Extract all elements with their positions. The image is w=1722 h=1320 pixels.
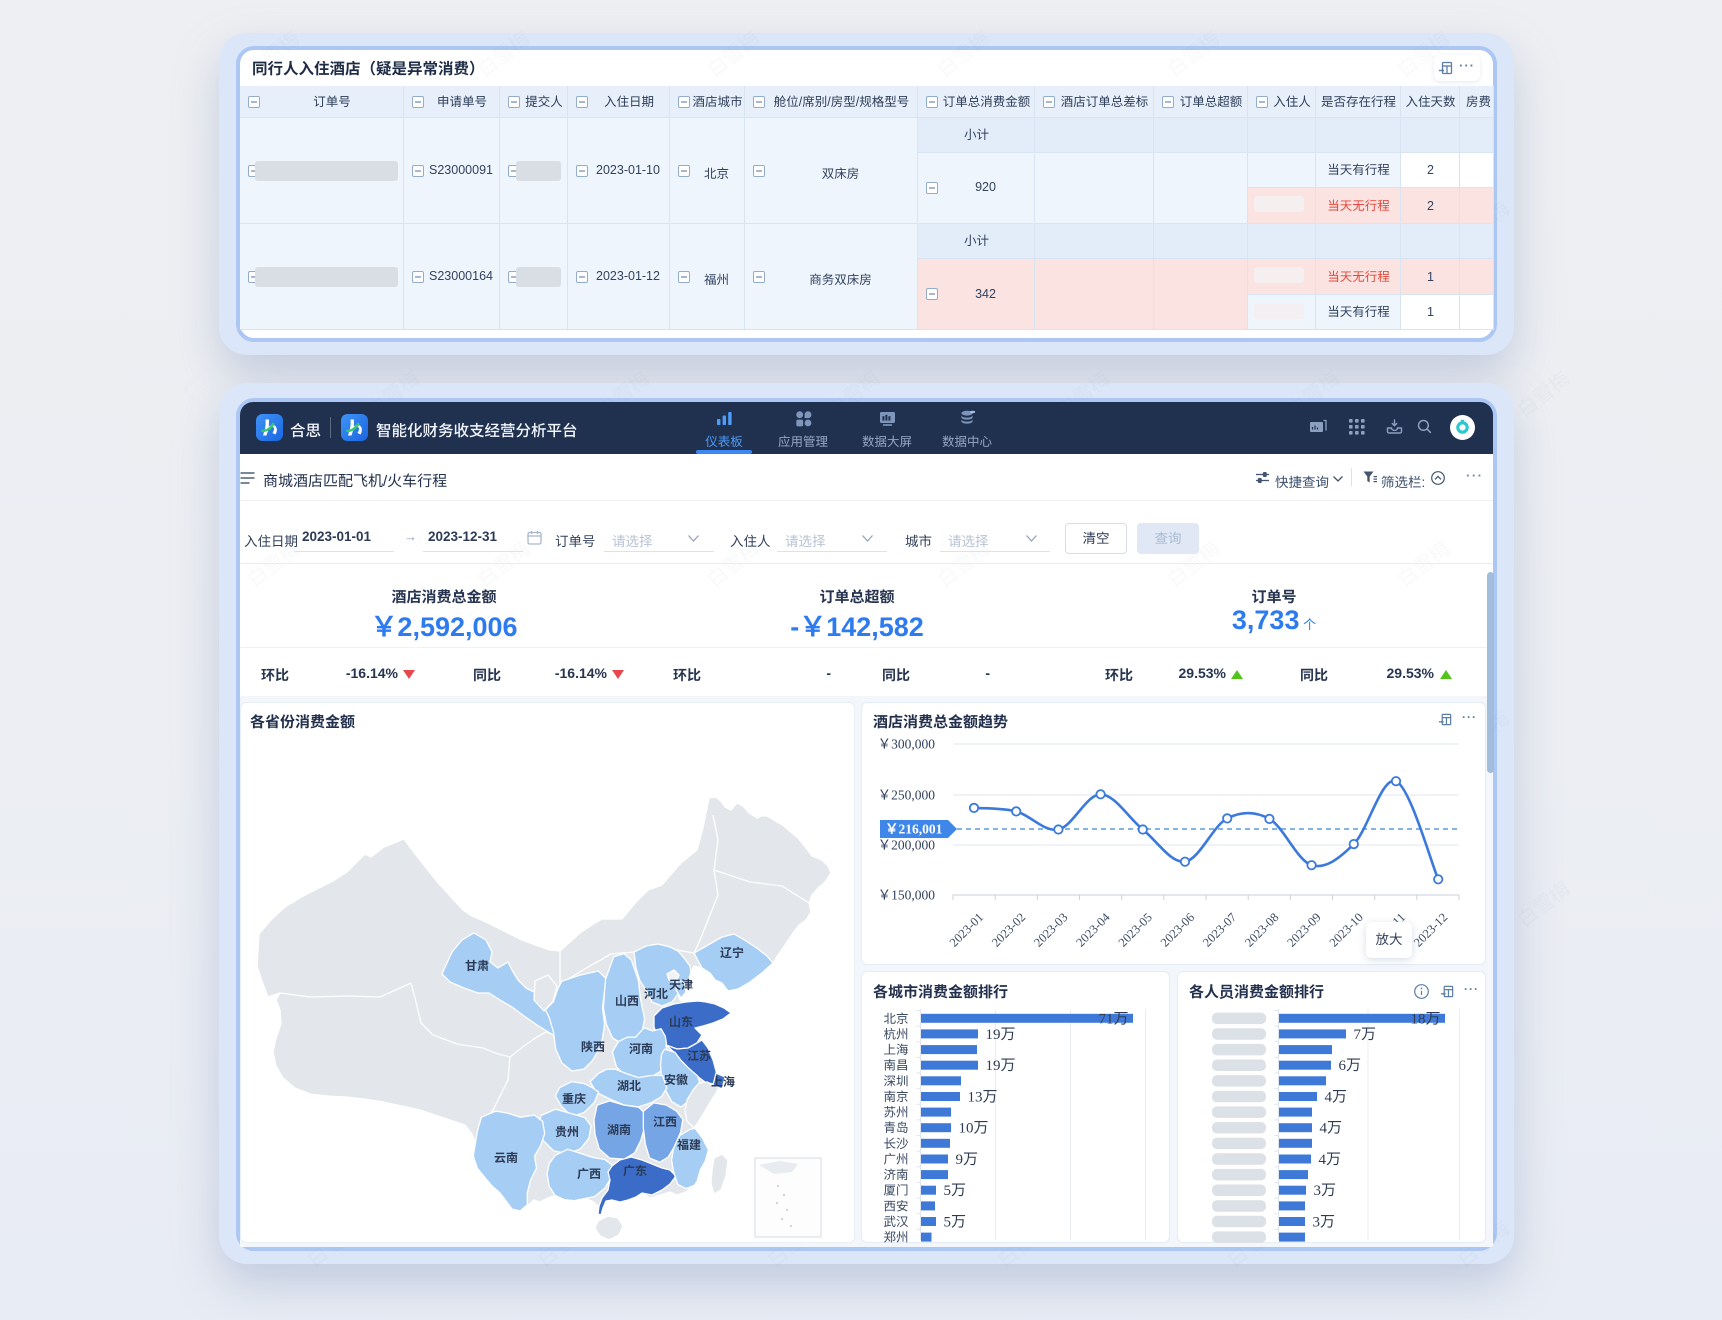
svg-text:7万: 7万: [1354, 1027, 1377, 1043]
svg-text:广州: 广州: [883, 1153, 908, 1167]
svg-text:杭州: 杭州: [883, 1027, 908, 1041]
svg-text:云南: 云南: [494, 1151, 518, 1165]
svg-text:4万: 4万: [1325, 1090, 1348, 1106]
svg-text:上海: 上海: [711, 1075, 735, 1089]
svg-text:南京: 南京: [883, 1090, 908, 1104]
svg-text:陕西: 陕西: [581, 1040, 605, 1054]
svg-text:￥216,001: ￥216,001: [885, 822, 943, 837]
svg-text:湖南: 湖南: [607, 1123, 631, 1137]
svg-text:河北: 河北: [644, 987, 668, 1001]
svg-text:广西: 广西: [577, 1167, 601, 1181]
svg-text:13万: 13万: [968, 1090, 998, 1106]
svg-text:18万: 18万: [1410, 1011, 1440, 1027]
svg-text:长沙: 长沙: [883, 1137, 909, 1151]
svg-text:江西: 江西: [653, 1115, 677, 1129]
svg-text:3万: 3万: [1313, 1215, 1336, 1231]
svg-text:2023-10: 2023-10: [1327, 910, 1366, 949]
svg-text:2023-08: 2023-08: [1242, 910, 1281, 949]
svg-text:3万: 3万: [1314, 1183, 1337, 1199]
svg-text:上海: 上海: [883, 1043, 909, 1057]
svg-text:2023-01: 2023-01: [947, 910, 986, 949]
svg-text:19万: 19万: [986, 1027, 1016, 1043]
svg-text:湖北: 湖北: [617, 1079, 641, 1093]
svg-text:山东: 山东: [669, 1014, 693, 1029]
svg-text:2023-04: 2023-04: [1073, 910, 1113, 950]
svg-text:山西: 山西: [615, 993, 639, 1008]
svg-text:河南: 河南: [629, 1042, 653, 1056]
svg-text:2023-05: 2023-05: [1116, 910, 1155, 949]
svg-text:辽宁: 辽宁: [720, 946, 744, 960]
svg-text:深圳: 深圳: [883, 1074, 908, 1088]
svg-text:￥300,000: ￥300,000: [878, 737, 936, 752]
svg-text:苏州: 苏州: [883, 1106, 908, 1120]
svg-text:福建: 福建: [677, 1138, 701, 1152]
svg-text:10万: 10万: [959, 1121, 989, 1137]
svg-text:￥250,000: ￥250,000: [878, 788, 936, 803]
svg-text:安徽: 安徽: [664, 1073, 688, 1087]
svg-text:贵州: 贵州: [555, 1125, 579, 1139]
svg-text:甘肃: 甘肃: [465, 959, 489, 973]
svg-text:￥150,000: ￥150,000: [878, 888, 936, 903]
svg-text:2023-07: 2023-07: [1200, 910, 1239, 949]
svg-text:厦门: 厦门: [883, 1184, 908, 1198]
svg-text:4万: 4万: [1320, 1121, 1343, 1137]
svg-text:江苏: 江苏: [687, 1049, 711, 1063]
svg-text:天津: 天津: [669, 978, 693, 992]
svg-text:￥200,000: ￥200,000: [878, 838, 936, 853]
svg-text:重庆: 重庆: [562, 1092, 586, 1106]
svg-text:2023-03: 2023-03: [1031, 910, 1070, 949]
svg-text:19万: 19万: [986, 1058, 1016, 1074]
svg-text:6万: 6万: [1339, 1058, 1362, 1074]
svg-text:西安: 西安: [883, 1199, 908, 1213]
svg-text:北京: 北京: [883, 1012, 908, 1026]
svg-text:2023-02: 2023-02: [989, 910, 1028, 949]
svg-text:2023-12: 2023-12: [1411, 910, 1450, 949]
svg-text:71万: 71万: [1098, 1011, 1128, 1027]
svg-text:4万: 4万: [1319, 1152, 1342, 1168]
svg-text:济南: 济南: [883, 1168, 908, 1182]
svg-text:郑州: 郑州: [883, 1231, 908, 1243]
svg-text:5万: 5万: [944, 1215, 967, 1231]
svg-text:南昌: 南昌: [883, 1059, 908, 1073]
svg-text:5万: 5万: [944, 1183, 967, 1199]
svg-text:青岛: 青岛: [883, 1121, 908, 1135]
svg-text:2023-09: 2023-09: [1284, 910, 1323, 949]
svg-text:武汉: 武汉: [883, 1215, 909, 1229]
svg-text:2023-06: 2023-06: [1158, 910, 1197, 949]
svg-text:9万: 9万: [956, 1152, 979, 1168]
svg-text:广东: 广东: [623, 1164, 647, 1178]
